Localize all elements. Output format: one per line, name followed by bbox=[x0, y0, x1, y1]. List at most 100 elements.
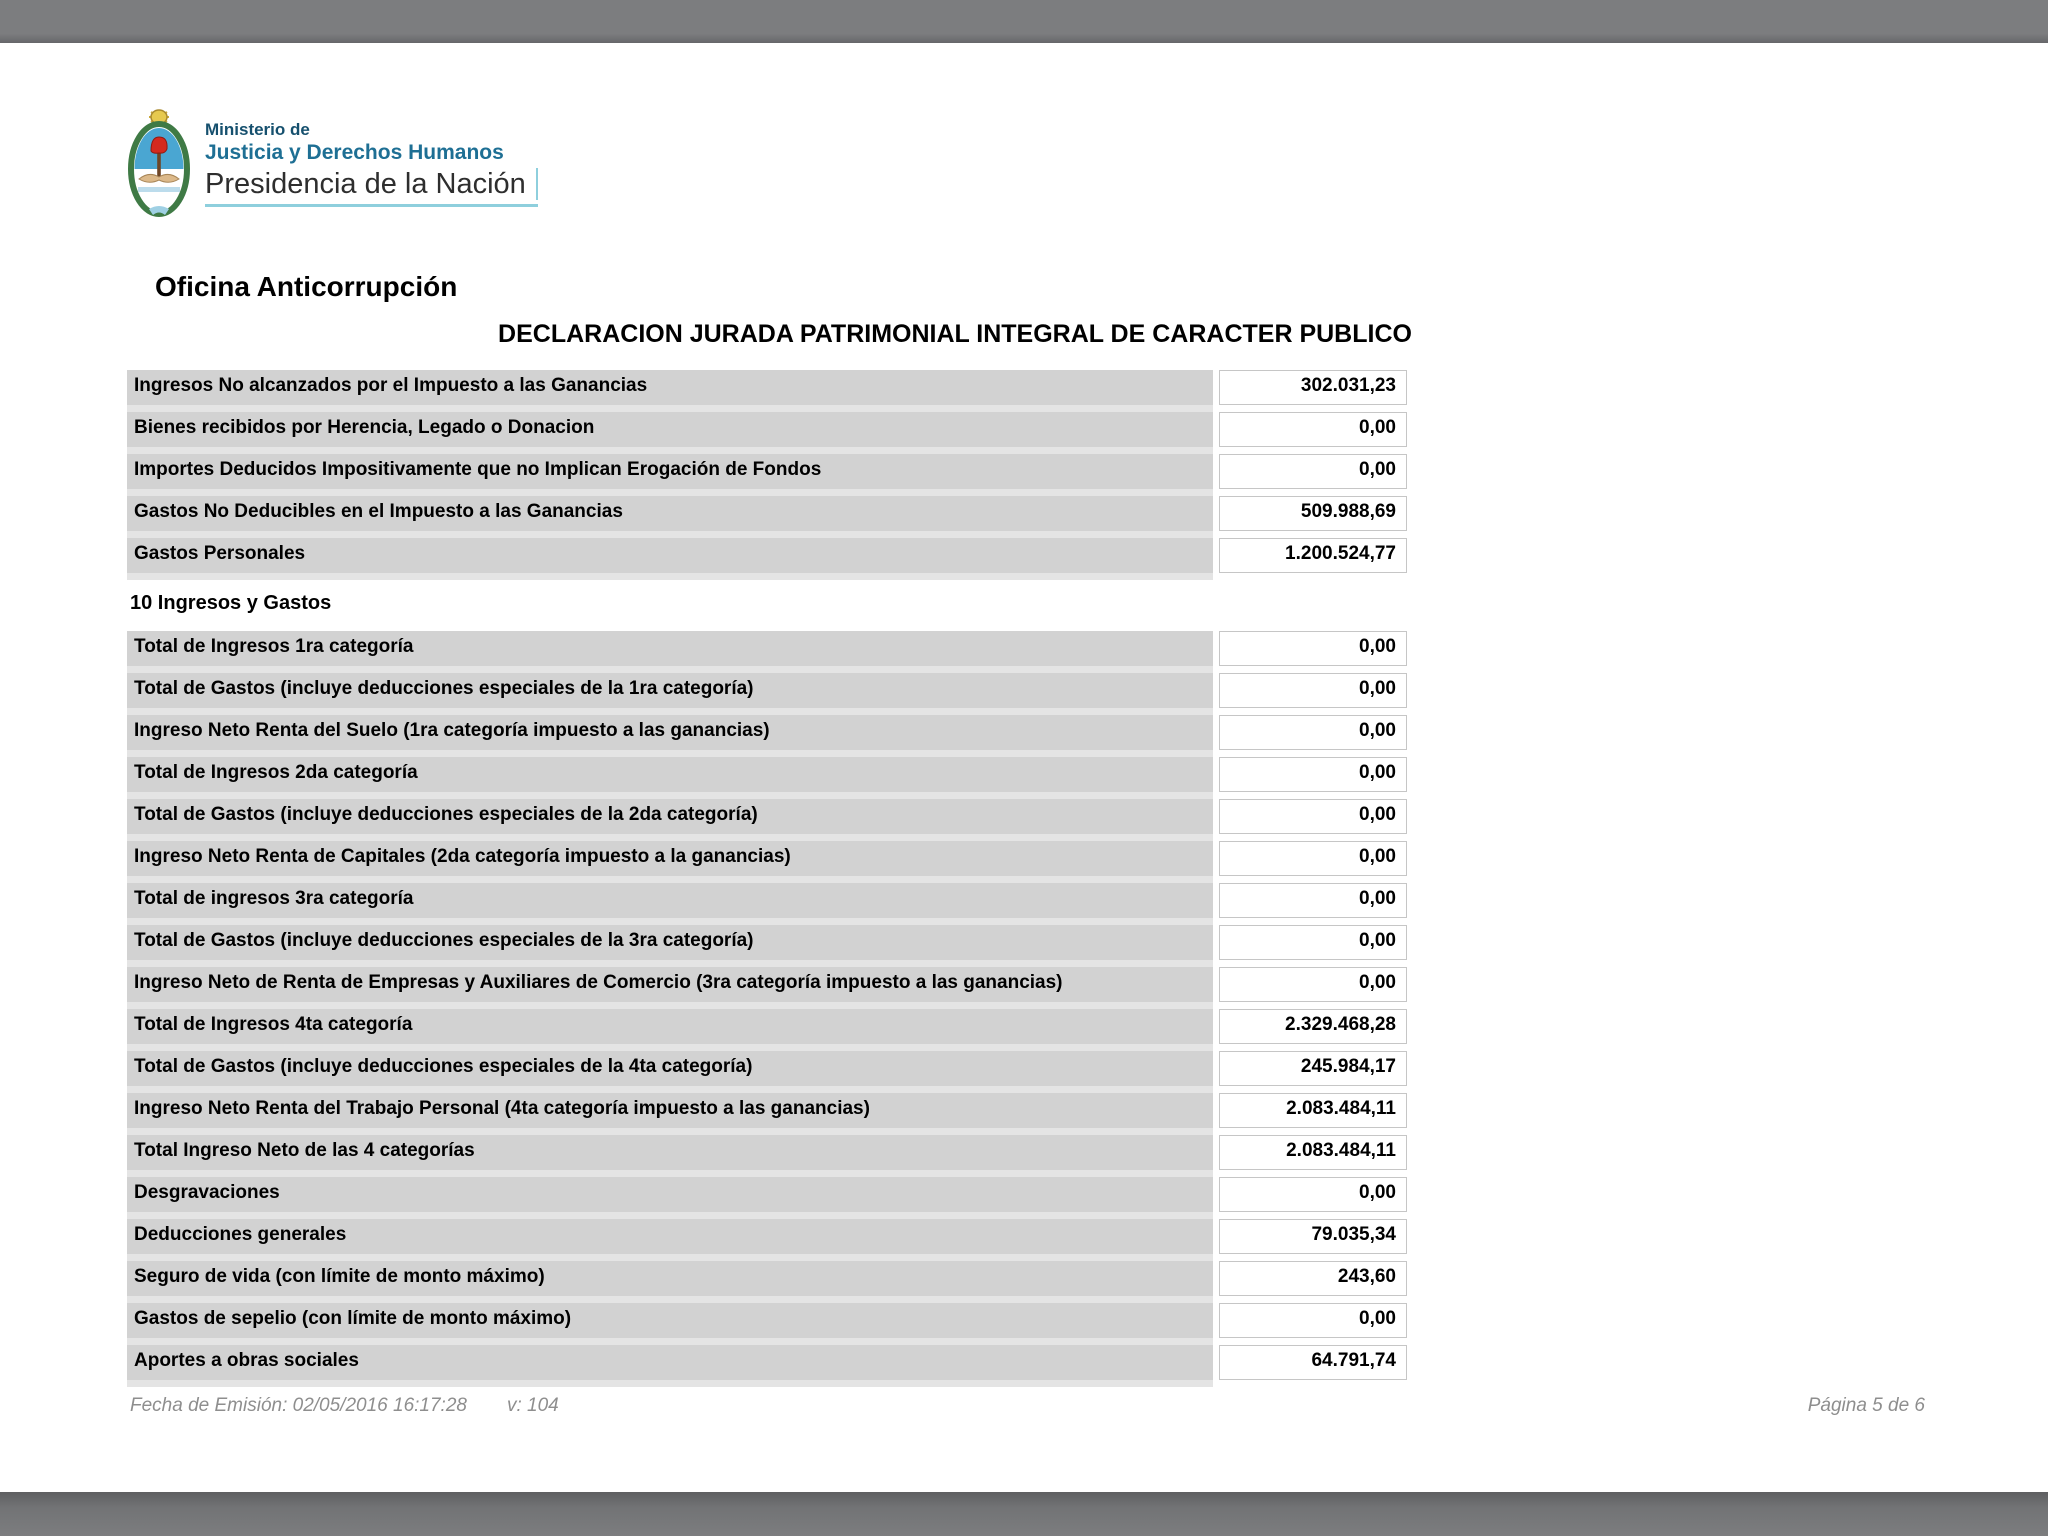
row-label: Aportes a obras sociales bbox=[127, 1345, 1213, 1380]
row-value-cell: 0,00 bbox=[1219, 1177, 1407, 1219]
row-label: Total Ingreso Neto de las 4 categorías bbox=[127, 1135, 1213, 1170]
logo-line-justicia: Justicia y Derechos Humanos bbox=[205, 141, 504, 164]
row-label-cell: Total de ingresos 3ra categoría bbox=[127, 883, 1213, 925]
row-label: Importes Deducidos Impositivamente que n… bbox=[127, 454, 1213, 489]
row-value: 245.984,17 bbox=[1219, 1051, 1407, 1086]
row-label: Deducciones generales bbox=[127, 1219, 1213, 1254]
row-label-cell: Gastos No Deducibles en el Impuesto a la… bbox=[127, 496, 1213, 538]
table-row: Aportes a obras sociales 64.791,74 bbox=[127, 1345, 1407, 1387]
row-value-cell: 64.791,74 bbox=[1219, 1345, 1407, 1387]
row-value-cell: 245.984,17 bbox=[1219, 1051, 1407, 1093]
row-value: 0,00 bbox=[1219, 715, 1407, 750]
logo-line-ministerio: Ministerio de bbox=[205, 120, 310, 139]
row-value: 0,00 bbox=[1219, 967, 1407, 1002]
row-label: Gastos No Deducibles en el Impuesto a la… bbox=[127, 496, 1213, 531]
row-label: Total de Gastos (incluye deducciones esp… bbox=[127, 799, 1213, 834]
row-value: 2.083.484,11 bbox=[1219, 1135, 1407, 1170]
row-label-cell: Total de Ingresos 4ta categoría bbox=[127, 1009, 1213, 1051]
row-value-cell: 0,00 bbox=[1219, 841, 1407, 883]
table-row: Ingreso Neto Renta del Trabajo Personal … bbox=[127, 1093, 1407, 1135]
row-value-cell: 243,60 bbox=[1219, 1261, 1407, 1303]
row-label-cell: Ingreso Neto Renta de Capitales (2da cat… bbox=[127, 841, 1213, 883]
row-label-cell: Total de Ingresos 2da categoría bbox=[127, 757, 1213, 799]
row-label: Total de Gastos (incluye deducciones esp… bbox=[127, 673, 1213, 708]
row-value: 2.329.468,28 bbox=[1219, 1009, 1407, 1044]
row-label: Ingreso Neto Renta del Trabajo Personal … bbox=[127, 1093, 1213, 1128]
row-label-cell: Total de Gastos (incluye deducciones esp… bbox=[127, 673, 1213, 715]
row-value-cell: 0,00 bbox=[1219, 631, 1407, 673]
row-value-cell: 79.035,34 bbox=[1219, 1219, 1407, 1261]
row-value-cell: 0,00 bbox=[1219, 715, 1407, 757]
row-label: Seguro de vida (con límite de monto máxi… bbox=[127, 1261, 1213, 1296]
table-row: Ingreso Neto Renta de Capitales (2da cat… bbox=[127, 841, 1407, 883]
row-value: 64.791,74 bbox=[1219, 1345, 1407, 1380]
table-row: Gastos de sepelio (con límite de monto m… bbox=[127, 1303, 1407, 1345]
row-label: Ingresos No alcanzados por el Impuesto a… bbox=[127, 370, 1213, 405]
row-value: 509.988,69 bbox=[1219, 496, 1407, 531]
row-label-cell: Total de Gastos (incluye deducciones esp… bbox=[127, 1051, 1213, 1093]
row-label: Gastos de sepelio (con límite de monto m… bbox=[127, 1303, 1213, 1338]
footer: Fecha de Emisión: 02/05/2016 16:17:28 v:… bbox=[130, 1395, 1925, 1417]
table-row: Gastos Personales 1.200.524,77 bbox=[127, 538, 1407, 580]
row-value-cell: 0,00 bbox=[1219, 967, 1407, 1009]
row-value: 0,00 bbox=[1219, 925, 1407, 960]
row-value: 0,00 bbox=[1219, 1177, 1407, 1212]
table-row: Bienes recibidos por Herencia, Legado o … bbox=[127, 412, 1407, 454]
document-title: DECLARACION JURADA PATRIMONIAL INTEGRAL … bbox=[498, 320, 1412, 348]
table-row: Ingreso Neto Renta del Suelo (1ra catego… bbox=[127, 715, 1407, 757]
row-label-cell: Gastos de sepelio (con límite de monto m… bbox=[127, 1303, 1213, 1345]
row-label-cell: Gastos Personales bbox=[127, 538, 1213, 580]
income-expenses-table: Total de Ingresos 1ra categoría 0,00 Total… bbox=[127, 631, 1407, 1387]
row-value-cell: 0,00 bbox=[1219, 1303, 1407, 1345]
table-row: Total de Gastos (incluye deducciones esp… bbox=[127, 673, 1407, 715]
row-value: 302.031,23 bbox=[1219, 370, 1407, 405]
table-row: Total de Gastos (incluye deducciones esp… bbox=[127, 799, 1407, 841]
row-value: 0,00 bbox=[1219, 1303, 1407, 1338]
coat-of-arms-icon bbox=[128, 109, 190, 217]
document-page: Ministerio de Justicia y Derechos Humano… bbox=[0, 43, 2048, 1492]
table-row: Total de Ingresos 1ra categoría 0,00 bbox=[127, 631, 1407, 673]
row-value-cell: 0,00 bbox=[1219, 757, 1407, 799]
table-row: Deducciones generales 79.035,34 bbox=[127, 1219, 1407, 1261]
row-label: Total de Gastos (incluye deducciones esp… bbox=[127, 925, 1213, 960]
ministry-logo-text: Ministerio de Justicia y Derechos Humano… bbox=[205, 103, 538, 207]
row-value-cell: 0,00 bbox=[1219, 799, 1407, 841]
row-value: 0,00 bbox=[1219, 799, 1407, 834]
row-value-cell: 0,00 bbox=[1219, 454, 1407, 496]
row-label-cell: Bienes recibidos por Herencia, Legado o … bbox=[127, 412, 1213, 454]
row-label-cell: Seguro de vida (con límite de monto máxi… bbox=[127, 1261, 1213, 1303]
row-label-cell: Ingreso Neto Renta del Suelo (1ra catego… bbox=[127, 715, 1213, 757]
viewer-top-chrome bbox=[0, 0, 2048, 43]
row-value: 243,60 bbox=[1219, 1261, 1407, 1296]
income-table-general: Ingresos No alcanzados por el Impuesto a… bbox=[127, 370, 1407, 580]
table-row: Ingreso Neto de Renta de Empresas y Auxi… bbox=[127, 967, 1407, 1009]
logo-line-presidencia-wrap: Presidencia de la Nación bbox=[205, 168, 538, 207]
row-value-cell: 2.329.468,28 bbox=[1219, 1009, 1407, 1051]
row-label: Total de Gastos (incluye deducciones esp… bbox=[127, 1051, 1213, 1086]
table-row: Total de ingresos 3ra categoría 0,00 bbox=[127, 883, 1407, 925]
table-row: Gastos No Deducibles en el Impuesto a la… bbox=[127, 496, 1407, 538]
row-value-cell: 0,00 bbox=[1219, 925, 1407, 967]
office-heading: Oficina Anticorrupción bbox=[155, 271, 458, 302]
row-value: 1.200.524,77 bbox=[1219, 538, 1407, 573]
section-header-ingresos-gastos: 10 Ingresos y Gastos bbox=[130, 592, 332, 614]
row-value: 0,00 bbox=[1219, 454, 1407, 489]
row-value-cell: 0,00 bbox=[1219, 412, 1407, 454]
row-value: 0,00 bbox=[1219, 883, 1407, 918]
row-label-cell: Aportes a obras sociales bbox=[127, 1345, 1213, 1387]
row-label: Bienes recibidos por Herencia, Legado o … bbox=[127, 412, 1213, 447]
row-label-cell: Ingresos No alcanzados por el Impuesto a… bbox=[127, 370, 1213, 412]
table-row: Ingresos No alcanzados por el Impuesto a… bbox=[127, 370, 1407, 412]
row-value-cell: 1.200.524,77 bbox=[1219, 538, 1407, 580]
row-label: Total de Ingresos 2da categoría bbox=[127, 757, 1213, 792]
emission-date: Fecha de Emisión: 02/05/2016 16:17:28 bbox=[130, 1395, 467, 1416]
row-value-cell: 302.031,23 bbox=[1219, 370, 1407, 412]
row-label-cell: Ingreso Neto de Renta de Empresas y Auxi… bbox=[127, 967, 1213, 1009]
page-number: Página 5 de 6 bbox=[1807, 1395, 1925, 1416]
row-label: Ingreso Neto Renta del Suelo (1ra catego… bbox=[127, 715, 1213, 750]
row-value-cell: 2.083.484,11 bbox=[1219, 1093, 1407, 1135]
row-value: 79.035,34 bbox=[1219, 1219, 1407, 1254]
row-label-cell: Deducciones generales bbox=[127, 1219, 1213, 1261]
table-row: Importes Deducidos Impositivamente que n… bbox=[127, 454, 1407, 496]
